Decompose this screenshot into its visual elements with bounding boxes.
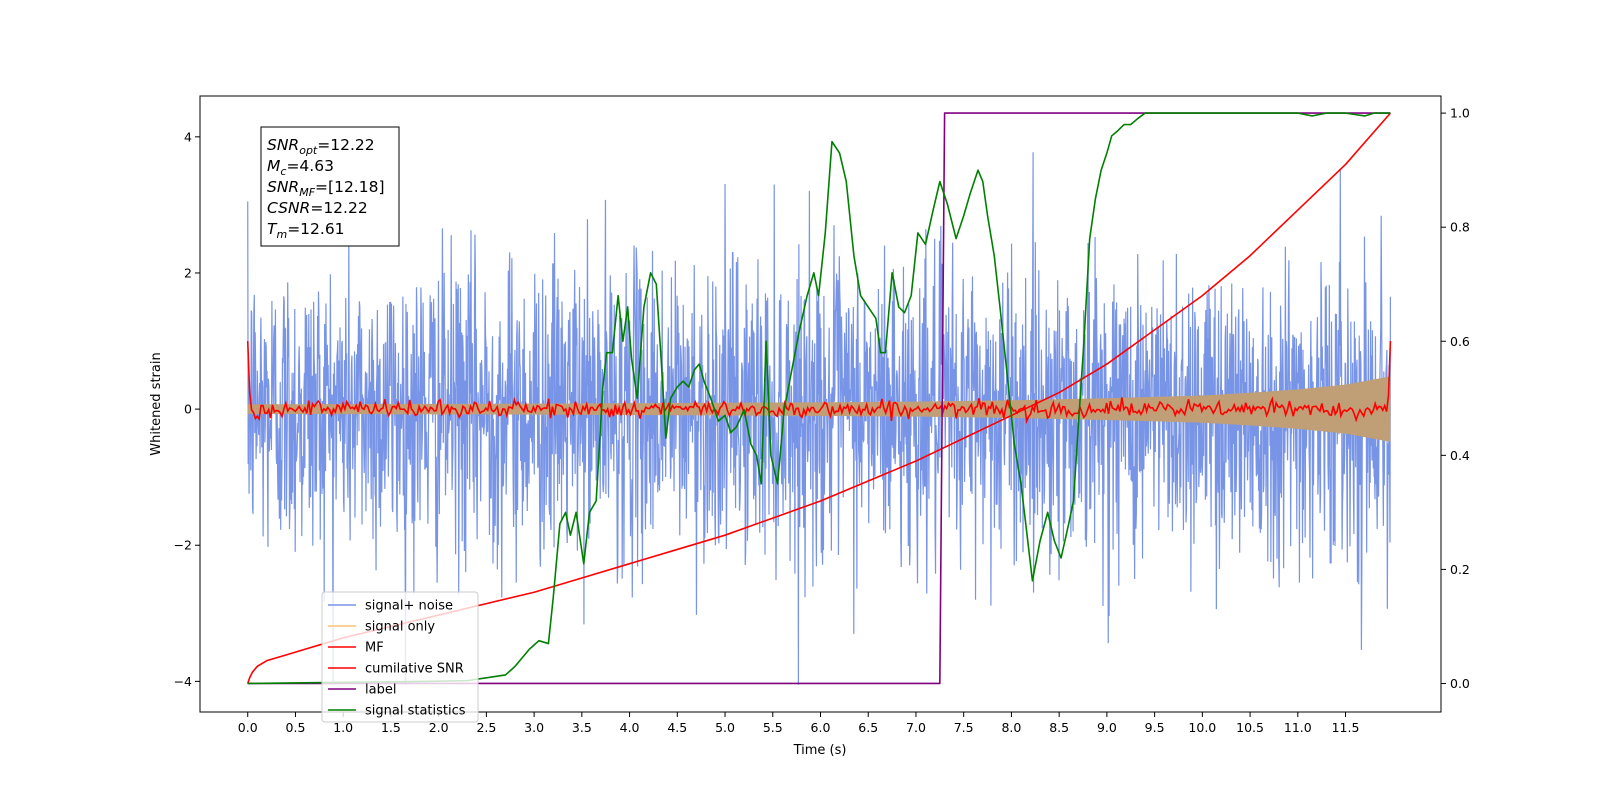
x-axis-label: Time (s) [793, 743, 847, 758]
x-tick-label: 11.5 [1332, 720, 1360, 735]
legend-frame [321, 591, 479, 723]
legend: signal+ noise signal only MF cumilative SNR… [321, 591, 479, 723]
x-tick-label: 3.0 [524, 720, 544, 735]
x-axis: 0.0 0.5 1.0 1.5 2.0 2.5 3.0 3.5 4.0 4.5 5.0 5.5 6.0 6… [238, 712, 1360, 735]
annotation-box: SNRopt=12.22Mc=4.63SNRMF=[12.18]CSNR=12.… [260, 126, 400, 247]
y2-tick-label: 0.4 [1450, 448, 1470, 463]
legend-entry: cumilative SNR [365, 662, 464, 677]
y2-tick-label: 0.8 [1450, 220, 1470, 235]
y-tick-label: 2 [184, 265, 192, 280]
legend-entry: label [365, 683, 396, 698]
x-tick-label: 7.0 [906, 720, 926, 735]
annotation-line: Mc=4.63 [267, 157, 334, 178]
annotation-frame [260, 126, 400, 247]
legend-entry: MF [365, 641, 384, 656]
x-tick-label: 0.0 [238, 720, 258, 735]
x-tick-label: 5.5 [763, 720, 783, 735]
y2-tick-label: 1.0 [1450, 106, 1470, 121]
series-cumulative-snr [246, 112, 1392, 684]
x-tick-label: 9.5 [1145, 720, 1165, 735]
x-tick-label: 3.5 [572, 720, 592, 735]
x-tick-label: 1.5 [381, 720, 401, 735]
series-signal-noise [247, 152, 1392, 685]
x-tick-label: 10.0 [1188, 720, 1216, 735]
y-tick-label: −4 [174, 674, 192, 689]
legend-entry: signal statistics [365, 704, 466, 719]
y-tick-label: 4 [184, 129, 192, 144]
y-axis-label: Whitened strain [149, 352, 164, 455]
y-tick-label: −2 [174, 538, 192, 553]
x-tick-label: 1.0 [333, 720, 353, 735]
annotation-line: CSNR=12.22 [267, 199, 368, 217]
x-tick-label: 6.5 [858, 720, 878, 735]
x-tick-label: 7.5 [954, 720, 974, 735]
y2-axis-right: 1.0 0.8 0.6 0.4 0.2 0.0 [1441, 106, 1470, 691]
x-tick-label: 11.0 [1284, 720, 1312, 735]
legend-entry: signal only [365, 620, 435, 635]
y2-tick-label: 0.0 [1450, 676, 1470, 691]
x-tick-label: 6.0 [811, 720, 831, 735]
x-tick-label: 8.0 [1001, 720, 1021, 735]
y2-tick-label: 0.6 [1450, 334, 1470, 349]
x-tick-label: 10.5 [1236, 720, 1264, 735]
y-tick-label: 0 [184, 402, 192, 417]
x-tick-label: 0.5 [286, 720, 306, 735]
x-tick-label: 8.5 [1049, 720, 1069, 735]
legend-entry: signal+ noise [365, 599, 453, 614]
x-tick-label: 2.5 [476, 720, 496, 735]
y-axis: 4 2 0 −2 −4 [174, 129, 200, 689]
x-tick-label: 9.0 [1097, 720, 1117, 735]
annotation-line: Tm=12.61 [267, 220, 345, 241]
annotation-line: SNRMF=[12.18] [267, 178, 385, 199]
x-tick-label: 2.0 [429, 720, 449, 735]
x-tick-label: 4.0 [620, 720, 640, 735]
series-signal-statistics [247, 112, 1391, 685]
y2-tick-label: 0.2 [1450, 562, 1470, 577]
x-tick-label: 5.0 [715, 720, 735, 735]
x-tick-label: 4.5 [667, 720, 687, 735]
series-mf [246, 341, 1392, 425]
annotation-line: SNRopt=12.22 [267, 136, 375, 157]
plot-area [246, 112, 1392, 685]
